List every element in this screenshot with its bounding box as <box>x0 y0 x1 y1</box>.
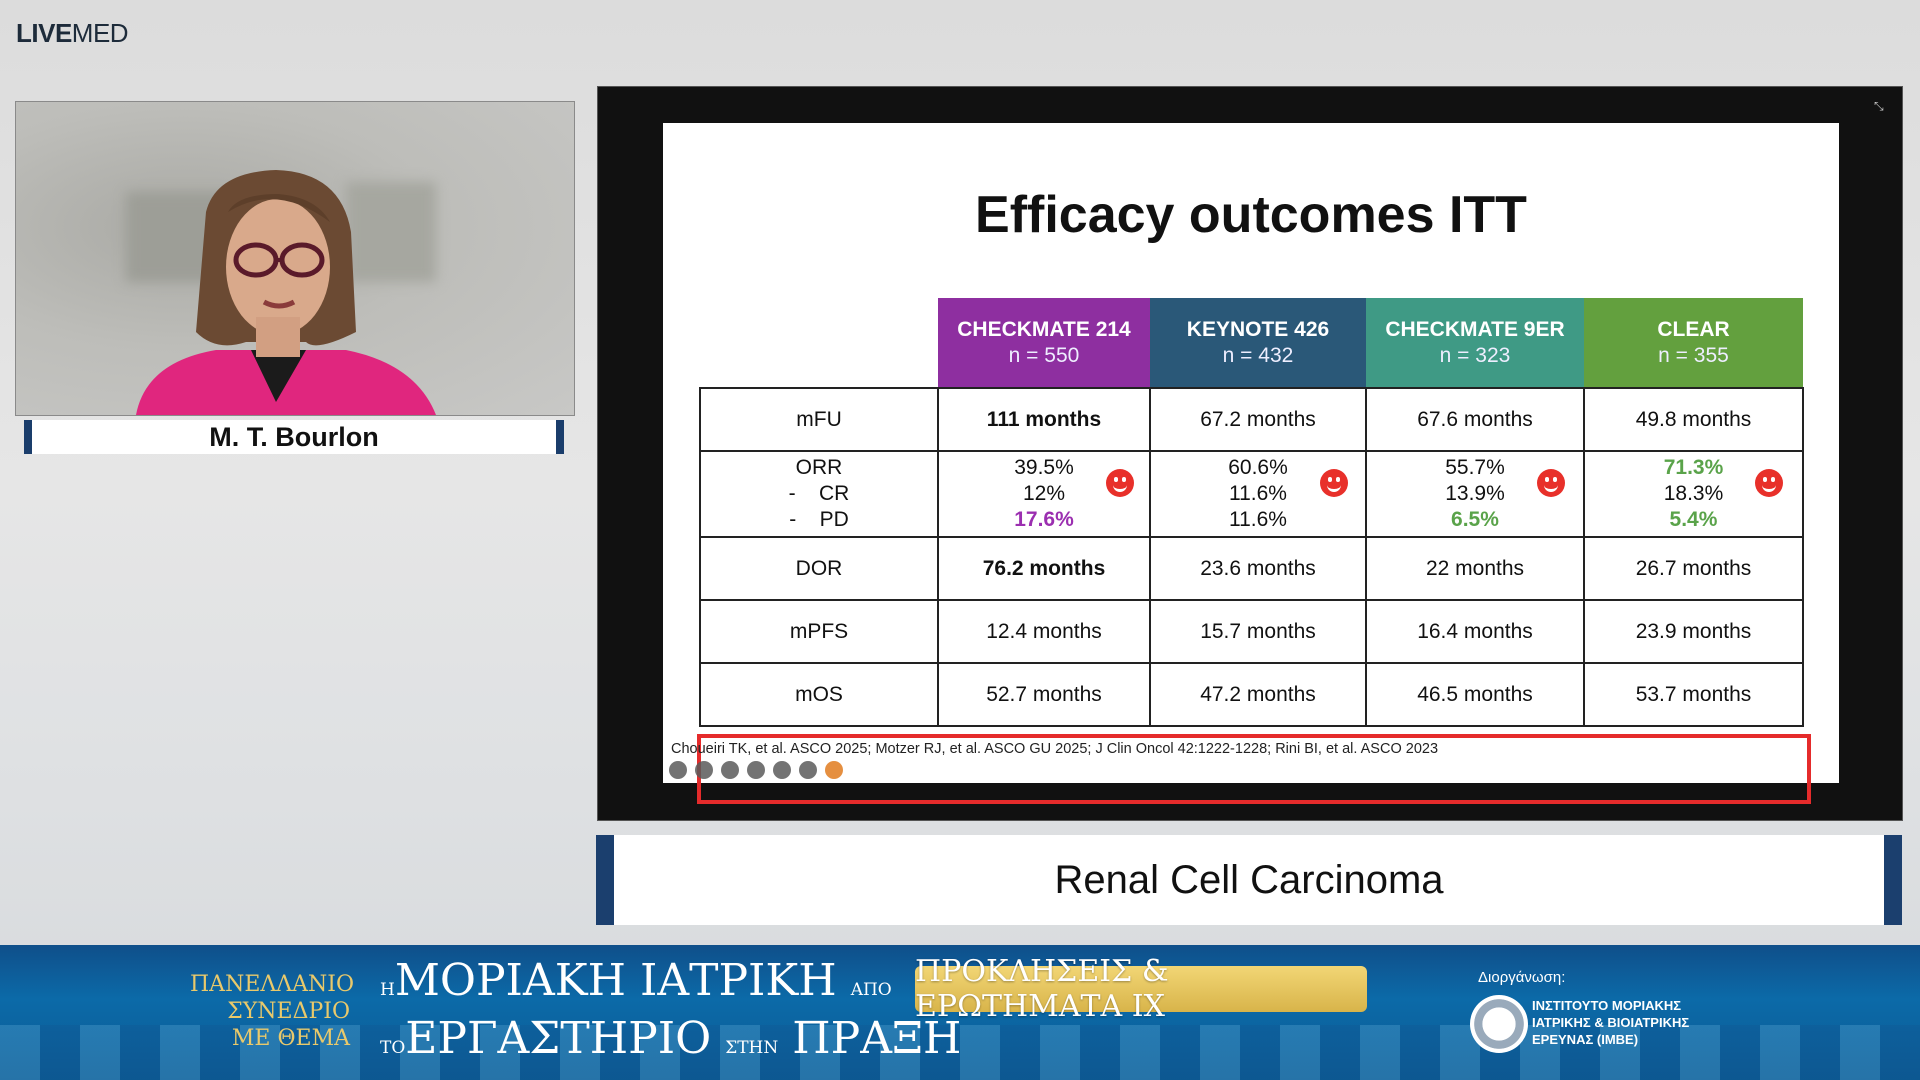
table-cell: 39.5% 12% 17.6% <box>937 450 1151 538</box>
table-cell: 60.6% 11.6% 11.6% <box>1149 450 1367 538</box>
column-header: CLEAR n = 355 <box>1584 298 1803 387</box>
speaker-nameplate: M. T. Bourlon <box>24 420 564 454</box>
caption-text: Renal Cell Carcinoma <box>1054 857 1444 902</box>
slide-title: Efficacy outcomes ITT <box>975 186 1527 244</box>
back-arrow-icon[interactable] <box>669 761 687 779</box>
more-options-icon[interactable] <box>799 761 817 779</box>
table-cell: 55.7% 13.9% 6.5% <box>1365 450 1585 538</box>
table-row: mFU 111 months 67.2 months 67.6 months 4… <box>699 387 1804 452</box>
speaker-video <box>15 101 575 416</box>
table-cell: 16.4 months <box>1365 599 1585 664</box>
table-cell: 76.2 months <box>937 536 1151 601</box>
table-cell: 46.5 months <box>1365 662 1585 727</box>
speaker-figure <box>136 170 436 415</box>
table-cell: 71.3% 18.3% 5.4% <box>1583 450 1804 538</box>
forward-arrow-icon[interactable] <box>825 761 843 779</box>
efficacy-table: CHECKMATE 214 n = 550 KEYNOTE 426 n = 432 … <box>699 298 1804 727</box>
institute-name: ΙΝΣΤΙΤΟΥΤΟ ΜΟΡΙΑΚΗΣ ΙΑΤΡΙΚΗΣ & ΒΙΟΙΑΤΡΙΚ… <box>1532 998 1690 1047</box>
row-label: mFU <box>699 387 939 452</box>
table-cell: 15.7 months <box>1149 599 1367 664</box>
slide-toolbar <box>669 761 843 779</box>
table-cell: 111 months <box>937 387 1151 452</box>
banner-left-text: ΠΑΝΕΛΛΑΝΙΟ ΣΥΝΕΔΡΙΟ ΜΕ ΘΕΜΑ <box>190 972 355 1051</box>
table-row: mPFS 12.4 months 15.7 months 16.4 months… <box>699 599 1804 664</box>
table-cell: 23.6 months <box>1149 536 1367 601</box>
column-header: CHECKMATE 214 n = 550 <box>938 298 1150 387</box>
table-cell: 12.4 months <box>937 599 1151 664</box>
organizer-label: Διοργάνωση: <box>1478 969 1566 986</box>
livemed-logo: LIVEMED <box>16 18 129 48</box>
slide-citation: Choueiri TK, et al. ASCO 2025; Motzer RJ… <box>671 741 1439 757</box>
smiley-icon <box>1319 469 1348 497</box>
table-row: mOS 52.7 months 47.2 months 46.5 months … <box>699 662 1804 727</box>
expand-icon[interactable]: ⤡ <box>1874 99 1884 113</box>
column-header: KEYNOTE 426 n = 432 <box>1150 298 1366 387</box>
presentation-window: ⤡ Efficacy outcomes ITT CHECKMATE 214 n =… <box>597 86 1903 821</box>
table-cell: 22 months <box>1365 536 1585 601</box>
table-cell: 67.6 months <box>1365 387 1585 452</box>
smiley-icon <box>1105 469 1134 497</box>
pen-icon[interactable] <box>695 761 713 779</box>
banner-title-line2: ΤΟΕΡΓΑΣΤΗΡΙΟ ΣΤΗΝ ΠΡΑΞΗ <box>380 1013 962 1064</box>
row-label: DOR <box>699 536 939 601</box>
table-row: ORR - CR - PD 39.5% 12% 17.6% 60.6% <box>699 450 1804 538</box>
table-row: DOR 76.2 months 23.6 months 22 months 26… <box>699 536 1804 601</box>
institute-emblem-icon <box>1470 995 1528 1053</box>
camera-icon[interactable] <box>773 761 791 779</box>
speaker-name: M. T. Bourlon <box>209 421 379 452</box>
zoom-icon[interactable] <box>721 761 739 779</box>
conference-banner: ΠΑΝΕΛΛΑΝΙΟ ΣΥΝΕΔΡΙΟ ΜΕ ΘΕΜΑ ΗΜΟΡΙΑΚΗ ΙΑΤ… <box>0 945 1920 1080</box>
table-cell: 26.7 months <box>1583 536 1804 601</box>
table-cell: 53.7 months <box>1583 662 1804 727</box>
banner-title-line1: ΗΜΟΡΙΑΚΗ ΙΑΤΡΙΚΗ ΑΠΟ <box>380 955 892 1006</box>
banner-subtitle-chip: ΠΡΟΚΛΗΣΕΙΣ & ΕΡΩΤΗΜΑΤΑ IX <box>915 954 1367 1024</box>
table-cell: 49.8 months <box>1583 387 1804 452</box>
table-cell: 67.2 months <box>1149 387 1367 452</box>
subtitles-icon[interactable] <box>747 761 765 779</box>
topic-caption: Renal Cell Carcinoma <box>596 835 1902 925</box>
table-cell: 23.9 months <box>1583 599 1804 664</box>
smiley-icon <box>1536 469 1565 497</box>
column-header: CHECKMATE 9ER n = 323 <box>1366 298 1584 387</box>
slide: Efficacy outcomes ITT CHECKMATE 214 n = 5… <box>663 123 1839 804</box>
table-cell: 52.7 months <box>937 662 1151 727</box>
row-label: mOS <box>699 662 939 727</box>
row-label: ORR - CR - PD <box>699 450 939 538</box>
table-cell: 47.2 months <box>1149 662 1367 727</box>
smiley-icon <box>1755 469 1784 497</box>
row-label: mPFS <box>699 599 939 664</box>
